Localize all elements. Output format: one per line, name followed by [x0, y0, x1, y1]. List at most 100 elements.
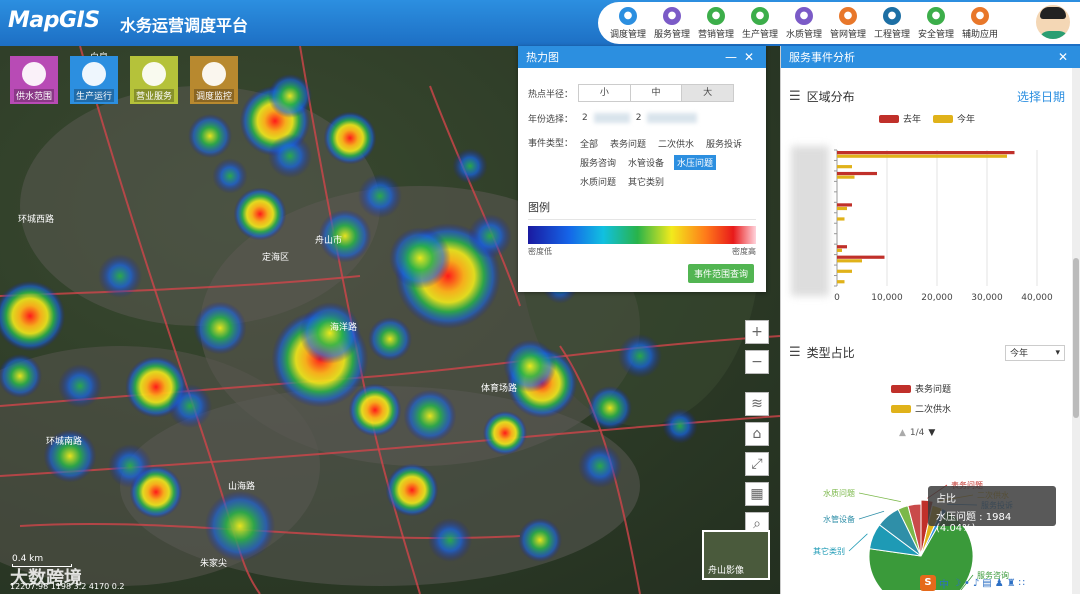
- radius-option-2[interactable]: 大: [682, 85, 734, 101]
- map-label: 舟山市: [315, 234, 342, 246]
- bar[interactable]: [837, 280, 845, 284]
- nav-item-1[interactable]: ● 服务管理: [650, 2, 694, 44]
- type-chip-7[interactable]: 水质问题: [580, 178, 617, 188]
- bar[interactable]: [837, 171, 877, 176]
- ime-user-icon[interactable]: ♟: [994, 577, 1004, 589]
- type-chip-6[interactable]: 水压问题: [674, 155, 717, 170]
- radius-option-1[interactable]: 中: [631, 85, 683, 101]
- shield-icon: ●: [927, 6, 945, 25]
- bar[interactable]: [837, 217, 845, 221]
- fullscreen-icon[interactable]: ⤢: [745, 452, 769, 476]
- heat-spot: [323, 111, 377, 165]
- select-date-link[interactable]: 选择日期: [1016, 90, 1065, 104]
- type-chip-5[interactable]: 水管设备: [628, 159, 665, 169]
- minimize-icon[interactable]: —: [725, 50, 737, 64]
- pager-prev-icon[interactable]: ▲: [899, 428, 906, 438]
- zoom-out-button[interactable]: −: [745, 350, 769, 374]
- map-label: 体育场路: [481, 382, 517, 394]
- layers-icon[interactable]: ≋: [745, 392, 769, 416]
- user-avatar[interactable]: [1034, 3, 1072, 41]
- heat-spot: [233, 187, 287, 241]
- bar[interactable]: [837, 259, 862, 263]
- type-period-select[interactable]: 今年 ▾: [1005, 344, 1065, 361]
- ime-mic-icon[interactable]: ♪: [972, 577, 980, 589]
- ime-dot-icon[interactable]: •: [963, 577, 970, 589]
- heat-spot: [588, 386, 632, 430]
- pie-label: 表务问题: [951, 480, 983, 490]
- bar[interactable]: [837, 165, 852, 169]
- analysis-panel-header: 服务事件分析 ✕: [781, 46, 1080, 68]
- app-logo[interactable]: MapGIS: [8, 8, 100, 33]
- gear-icon: ●: [971, 6, 989, 25]
- year-start: 2: [582, 113, 588, 123]
- ime-keyboard-icon[interactable]: ▤: [982, 577, 992, 589]
- type-chip-8[interactable]: 其它类别: [628, 178, 665, 188]
- bar[interactable]: [837, 175, 855, 179]
- close-icon[interactable]: ✕: [743, 50, 755, 64]
- nav-item-4[interactable]: ● 水质管理: [782, 2, 826, 44]
- print-icon[interactable]: ▦: [745, 482, 769, 506]
- heat-spot: [662, 408, 698, 444]
- heat-spot: [503, 339, 557, 393]
- main-nav: ● 调度管理 ● 服务管理 ● 营销管理 ● 生产管理 ● 水质管理 ● 管网管理 ● 工程管理 ● 安全管理…: [598, 2, 1080, 44]
- ime-toolbar: S 中 ☽ • ♪ ▤ ♟ ♜ ∷: [920, 574, 1076, 592]
- ime-grid-icon[interactable]: ∷: [1018, 577, 1026, 589]
- type-period-value: 今年: [1010, 349, 1029, 359]
- nav-label: 调度管理: [609, 29, 646, 40]
- nav-label: 辅助应用: [961, 29, 998, 40]
- pie-label: 水管设备: [823, 514, 855, 524]
- bar[interactable]: [837, 269, 852, 273]
- watermark: 大数跨境: [10, 568, 82, 589]
- type-chip-4[interactable]: 服务咨询: [580, 159, 617, 169]
- panel-scrollbar[interactable]: [1072, 68, 1080, 594]
- radius-option-0[interactable]: 小: [579, 85, 631, 101]
- nav-item-8[interactable]: ● 辅助应用: [958, 2, 1002, 44]
- pie-label-line: [858, 492, 901, 502]
- heat-spot: [0, 354, 42, 398]
- quick-tile-1[interactable]: 生产运行: [70, 56, 118, 104]
- ime-shirt-icon[interactable]: ♜: [1006, 577, 1016, 589]
- pie-slice[interactable]: [868, 510, 974, 590]
- heat-spot: [452, 148, 488, 184]
- nav-item-6[interactable]: ● 工程管理: [870, 2, 914, 44]
- quick-tile-2[interactable]: 营业服务: [130, 56, 178, 104]
- bar[interactable]: [837, 206, 847, 211]
- type-row: 事件类型： 全部 表务问题 二次供水 服务投诉 服务咨询 水管设备 水压问题 水质问题 其它类别: [518, 136, 766, 189]
- tooltip-title: 占比: [936, 494, 956, 505]
- pie-legend-label-1: 表务问题: [915, 385, 952, 395]
- type-chip-2[interactable]: 二次供水: [658, 140, 695, 150]
- range-query-button[interactable]: 事件范围查询: [687, 264, 754, 283]
- home-icon[interactable]: ⌂: [745, 422, 769, 446]
- quick-tile-0[interactable]: 供水范围: [10, 56, 58, 104]
- type-chip-0[interactable]: 全部: [580, 140, 599, 150]
- bar[interactable]: [837, 151, 1015, 155]
- minimap[interactable]: 舟山影像: [702, 530, 770, 580]
- bar[interactable]: [837, 245, 847, 249]
- bar[interactable]: [837, 203, 852, 207]
- bar[interactable]: [837, 154, 1007, 158]
- pager-next-icon[interactable]: ▼: [928, 428, 936, 438]
- density-gradient: [528, 226, 756, 244]
- nav-item-2[interactable]: ● 营销管理: [694, 2, 738, 44]
- heat-spot: [385, 463, 439, 517]
- nav-item-0[interactable]: ● 调度管理: [606, 2, 650, 44]
- type-chip-3[interactable]: 服务投诉: [706, 140, 743, 150]
- ime-lang-icon[interactable]: 中: [939, 579, 949, 591]
- year-select[interactable]: 2 2: [578, 110, 734, 126]
- ime-moon-icon[interactable]: ☽: [952, 577, 961, 589]
- nav-item-7[interactable]: ● 安全管理: [914, 2, 958, 44]
- bar[interactable]: [837, 248, 842, 252]
- type-chip-1[interactable]: 表务问题: [610, 140, 647, 150]
- pie-tooltip: 占比 水压问题 : 1984 (4.04%): [928, 486, 1056, 534]
- heat-spot: [428, 518, 472, 562]
- pie-slice[interactable]: [907, 503, 922, 557]
- zoom-in-button[interactable]: +: [745, 320, 769, 344]
- ime-logo-icon[interactable]: S: [920, 575, 936, 591]
- nav-item-3[interactable]: ● 生产管理: [738, 2, 782, 44]
- heat-spot: [389, 227, 451, 289]
- quick-tile-3[interactable]: 调度监控: [190, 56, 238, 104]
- nav-item-5[interactable]: ● 管网管理: [826, 2, 870, 44]
- bar[interactable]: [837, 255, 885, 259]
- analysis-close-icon[interactable]: ✕: [1057, 50, 1069, 64]
- pie-pager: ▲ 1/4 ▼: [899, 428, 935, 438]
